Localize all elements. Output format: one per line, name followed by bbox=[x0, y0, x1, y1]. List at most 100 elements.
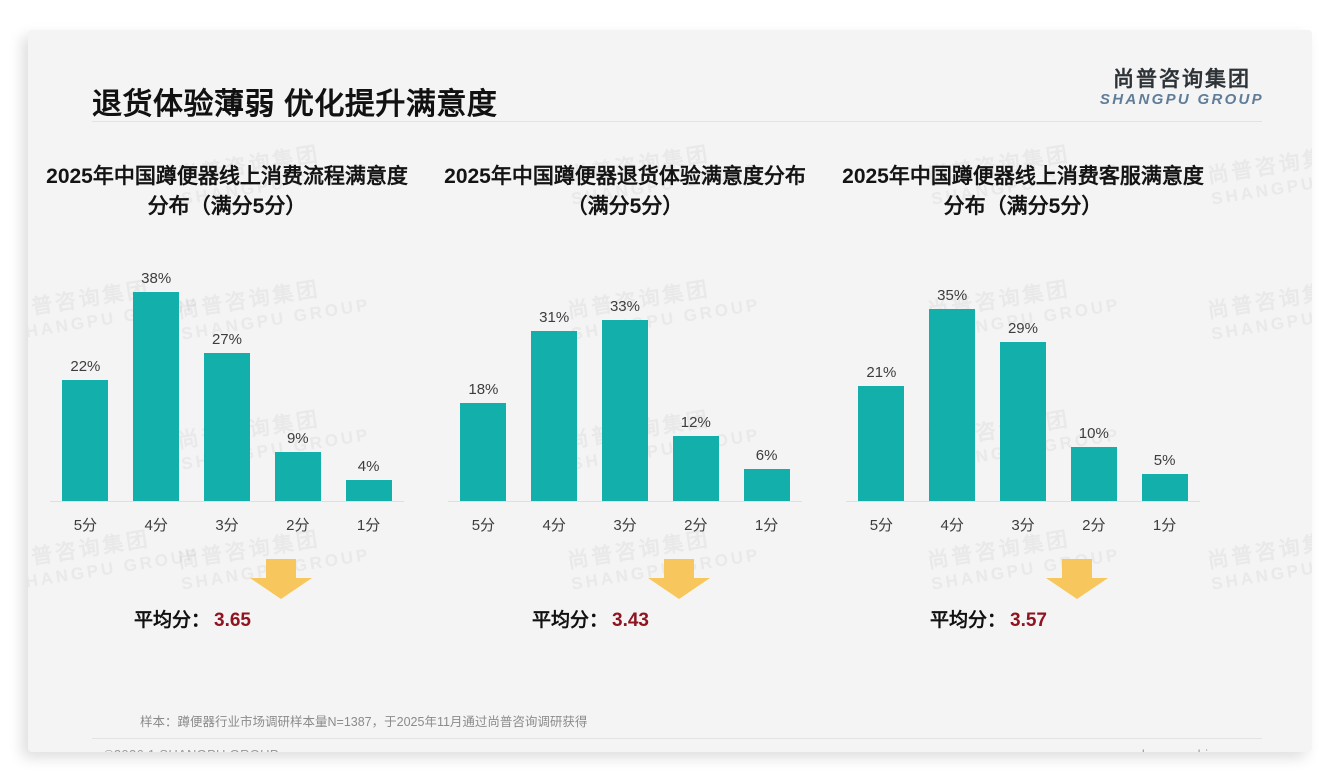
category-axis: 5分 4分 3分 2分 1分 bbox=[846, 502, 1200, 535]
bar-value-label: 38% bbox=[141, 270, 172, 288]
brand-logo: 尚普咨询集团 SHANGPU GROUP bbox=[1100, 68, 1264, 110]
average-score-label: 平均分： bbox=[134, 610, 211, 631]
bar-group: 22% 38% 27% 9% 4% bbox=[50, 270, 404, 502]
average-score-block: 平均分： 3.43 bbox=[426, 559, 824, 649]
bar-slot: 33% bbox=[590, 270, 661, 502]
logo-english-text: SHANGPU GROUP bbox=[1099, 91, 1264, 109]
average-score-text: 平均分： 3.43 bbox=[532, 605, 649, 632]
charts-row: 2025年中国蹲便器线上消费流程满意度分布（满分5分） 22% 38% 27% 9% 4%… bbox=[28, 140, 1312, 649]
bar-value-label: 18% bbox=[468, 380, 499, 398]
bar[interactable] bbox=[999, 341, 1046, 502]
down-arrow-icon bbox=[1046, 559, 1108, 599]
bar[interactable] bbox=[203, 352, 250, 502]
bar[interactable] bbox=[743, 468, 790, 502]
x-axis-line bbox=[846, 501, 1200, 502]
category-label: 4分 bbox=[940, 517, 964, 534]
bar-slot: 9% bbox=[262, 270, 333, 502]
chart-panel-1: 2025年中国蹲便器线上消费流程满意度分布（满分5分） 22% 38% 27% 9% 4%… bbox=[28, 140, 426, 649]
bar[interactable] bbox=[345, 479, 392, 502]
bar-slot: 21% bbox=[846, 270, 917, 502]
bar-slot: 5% bbox=[1129, 270, 1200, 502]
bar[interactable] bbox=[858, 386, 905, 502]
average-score-value: 3.65 bbox=[214, 610, 251, 631]
average-score-text: 平均分： 3.65 bbox=[134, 605, 251, 632]
bar-slot: 38% bbox=[121, 270, 192, 502]
bar-value-label: 5% bbox=[1153, 452, 1176, 470]
chart-panel-2: 2025年中国蹲便器退货体验满意度分布（满分5分） 18% 31% 33% 12% 6% 5… bbox=[426, 140, 824, 649]
category-label: 1分 bbox=[356, 517, 381, 534]
average-score-text: 平均分： 3.57 bbox=[930, 605, 1047, 632]
bar-slot: 18% bbox=[448, 270, 519, 502]
bar-value-label: 27% bbox=[211, 330, 242, 348]
slide-canvas: 尚普咨询集团 SHANGPU GROUP 尚普咨询集团 SHANGPU GROUP 尚普… bbox=[28, 30, 1312, 752]
logo-chinese-text: 尚普咨询集团 bbox=[1112, 68, 1251, 91]
page-title: 退货体验薄弱 优化提升满意度 bbox=[92, 88, 498, 121]
chart-panel-3: 2025年中国蹲便器线上消费客服满意度分布（满分5分） 21% 35% 29% 10% 5… bbox=[824, 140, 1222, 649]
average-score-label: 平均分： bbox=[532, 610, 609, 631]
copyright-text: ©2026.1 SHANGPU GROUP bbox=[104, 747, 279, 752]
bar-group: 21% 35% 29% 10% 5% bbox=[846, 270, 1200, 502]
category-label: 3分 bbox=[215, 517, 239, 534]
bar[interactable] bbox=[672, 435, 719, 502]
bar-slot: 29% bbox=[988, 270, 1059, 502]
category-label: 2分 bbox=[1082, 517, 1106, 534]
plot-area: 22% 38% 27% 9% 4% bbox=[50, 270, 404, 502]
category-axis: 5分 4分 3分 2分 1分 bbox=[50, 502, 404, 535]
bar-value-label: 9% bbox=[286, 430, 309, 448]
bar-value-label: 33% bbox=[609, 297, 640, 315]
bar[interactable] bbox=[460, 402, 507, 502]
chart-title: 2025年中国蹲便器线上消费客服满意度分布（满分5分） bbox=[842, 165, 1204, 218]
bar-value-label: 22% bbox=[70, 358, 101, 376]
bar-slot: 6% bbox=[731, 270, 802, 502]
category-axis: 5分 4分 3分 2分 1分 bbox=[448, 502, 802, 535]
bar-value-label: 21% bbox=[866, 364, 897, 381]
bar[interactable] bbox=[929, 308, 976, 502]
website-link[interactable]: www.shangpu-china.com bbox=[1103, 747, 1252, 752]
footer-divider bbox=[92, 738, 1262, 739]
average-score-label: 平均分： bbox=[930, 610, 1007, 631]
average-score-block: 平均分： 3.65 bbox=[28, 559, 426, 649]
category-label: 5分 bbox=[471, 517, 496, 534]
x-axis-line bbox=[50, 501, 404, 502]
bar-slot: 22% bbox=[50, 270, 121, 502]
x-axis-line bbox=[448, 501, 802, 502]
bar-slot: 10% bbox=[1058, 270, 1129, 502]
bar-value-label: 6% bbox=[755, 446, 778, 464]
bar[interactable] bbox=[1141, 474, 1188, 502]
category-label: 2分 bbox=[684, 517, 708, 534]
bar[interactable] bbox=[62, 380, 109, 502]
bar-slot: 35% bbox=[917, 270, 988, 502]
chart-title: 2025年中国蹲便器线上消费流程满意度分布（满分5分） bbox=[46, 165, 408, 218]
category-label: 4分 bbox=[144, 517, 168, 534]
category-label: 4分 bbox=[542, 517, 566, 534]
bar[interactable] bbox=[531, 330, 578, 502]
bar[interactable] bbox=[601, 319, 648, 502]
header-divider bbox=[92, 121, 1262, 122]
bar[interactable] bbox=[133, 292, 180, 502]
bar[interactable] bbox=[274, 452, 321, 502]
bar-slot: 12% bbox=[660, 270, 731, 502]
category-label: 3分 bbox=[613, 517, 637, 534]
sample-note: 样本：蹲便器行业市场调研样本量N=1387，于2025年11月通过尚普咨询调研获… bbox=[140, 715, 588, 729]
bar-value-label: 31% bbox=[539, 308, 570, 326]
bar-value-label: 10% bbox=[1078, 424, 1109, 442]
chart-title: 2025年中国蹲便器退货体验满意度分布（满分5分） bbox=[444, 165, 806, 218]
bar-value-label: 35% bbox=[937, 286, 968, 304]
down-arrow-icon bbox=[250, 559, 312, 599]
bar-slot: 31% bbox=[519, 270, 590, 502]
average-score-value: 3.57 bbox=[1010, 610, 1047, 631]
plot-area: 18% 31% 33% 12% 6% bbox=[448, 270, 802, 502]
category-label: 5分 bbox=[869, 517, 894, 534]
plot-area: 21% 35% 29% 10% 5% bbox=[846, 270, 1200, 502]
slide-header: 退货体验薄弱 优化提升满意度 尚普咨询集团 SHANGPU GROUP bbox=[28, 30, 1312, 122]
bar-value-label: 4% bbox=[357, 457, 380, 475]
category-label: 2分 bbox=[286, 517, 310, 534]
bar[interactable] bbox=[1070, 446, 1117, 502]
category-label: 1分 bbox=[1152, 517, 1177, 534]
category-label: 5分 bbox=[73, 517, 98, 534]
category-label: 3分 bbox=[1011, 517, 1035, 534]
bar-group: 18% 31% 33% 12% 6% bbox=[448, 270, 802, 502]
bar-slot: 4% bbox=[333, 270, 404, 502]
down-arrow-icon bbox=[648, 559, 710, 599]
bar-value-label: 29% bbox=[1007, 319, 1038, 337]
